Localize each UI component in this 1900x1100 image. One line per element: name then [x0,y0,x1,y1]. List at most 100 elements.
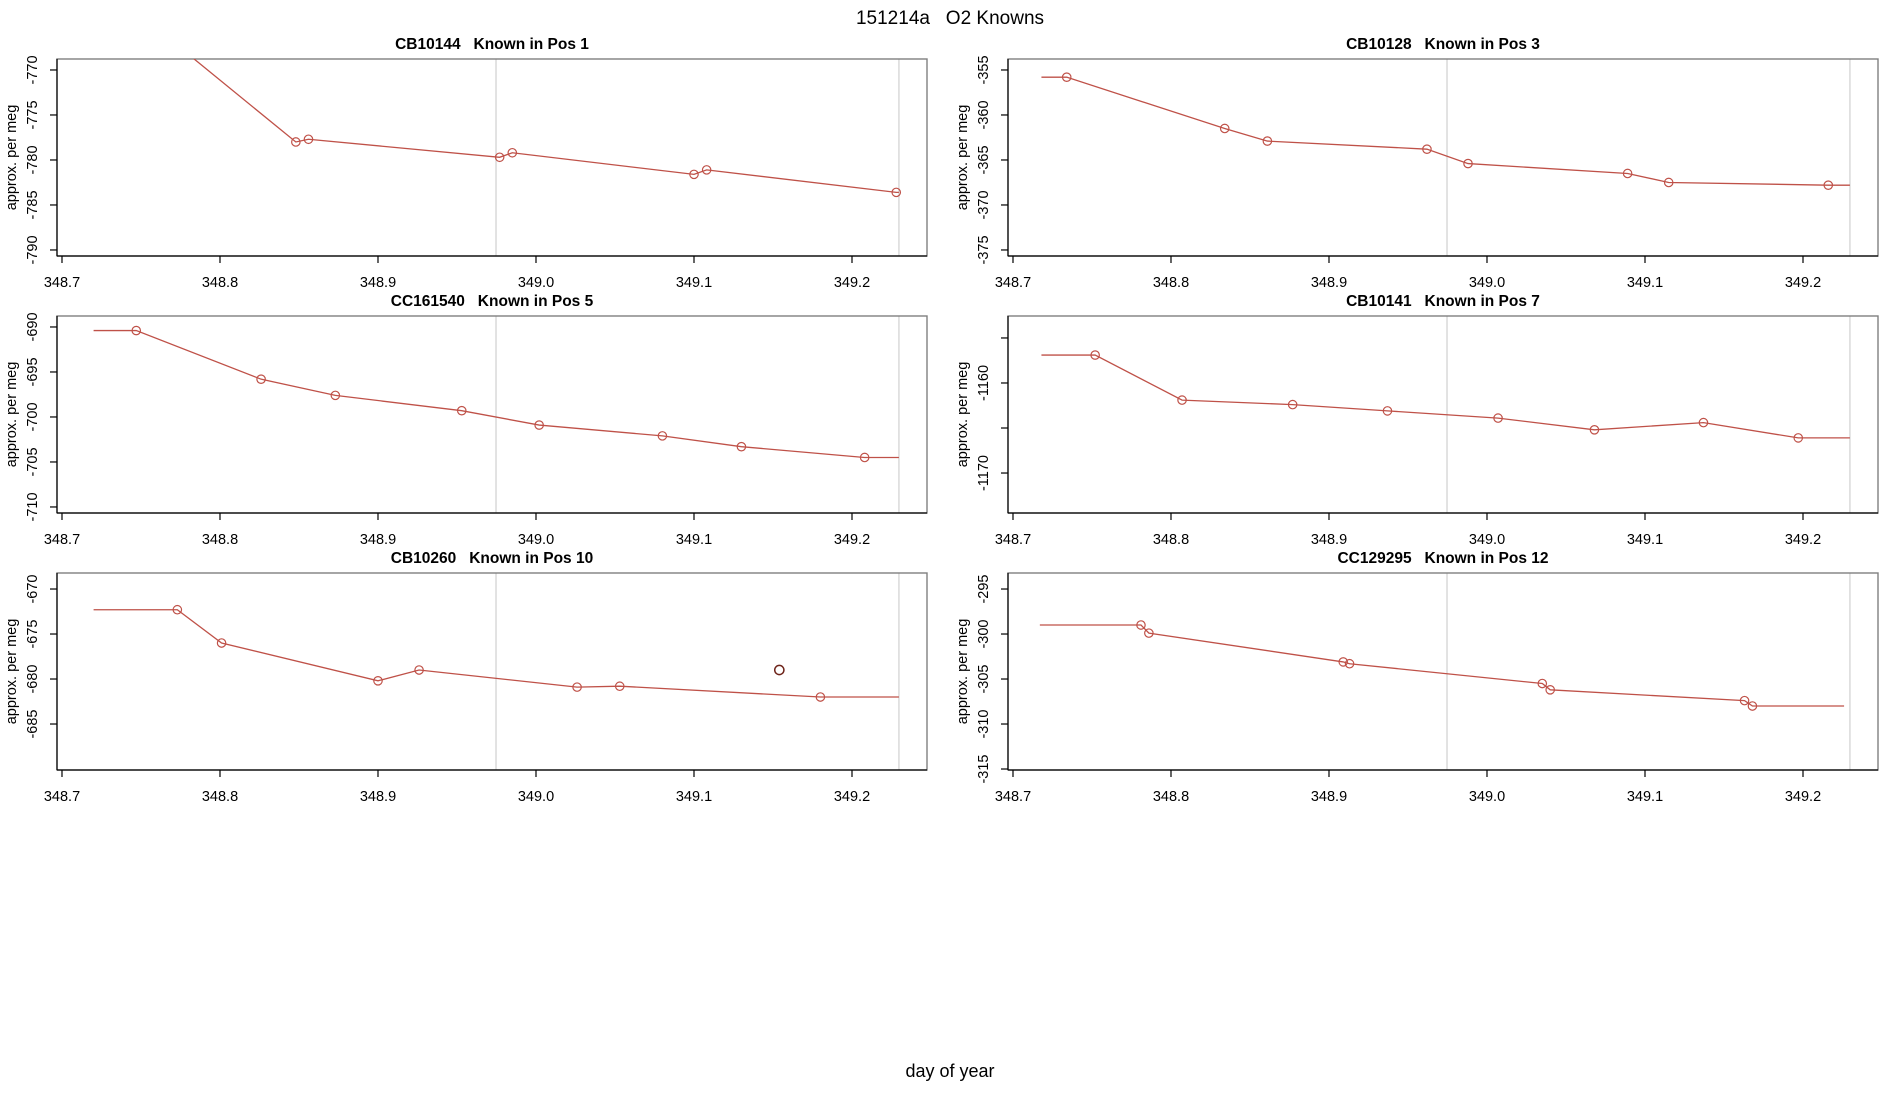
x-tick-label: 349.1 [676,532,712,548]
data-point [1545,685,1555,695]
y-tick-label: -1160 [976,365,992,401]
y-tick-label: -680 [25,664,41,693]
y-axis-label: approx. per meg [4,105,20,211]
x-tick-label: 348.9 [360,275,396,291]
data-point [736,441,747,452]
x-tick-label: 349.1 [676,789,712,805]
data-point [1493,413,1503,423]
data-point [1144,628,1154,638]
x-tick-label: 348.9 [360,532,396,548]
outlier-point [773,664,785,676]
y-tick-label: -375 [976,235,992,264]
data-point [1136,620,1146,630]
x-tick-label: 349.2 [1785,275,1821,291]
data-point [614,681,625,692]
panel-title: CB10260 Known in Pos 10 [391,550,593,567]
y-tick-label: -295 [976,575,992,604]
data-point [1747,701,1758,711]
y-tick-label: -700 [25,402,41,431]
y-tick-label: -685 [25,709,41,738]
y-tick-label: -675 [25,620,41,649]
data-point [330,390,341,401]
x-tick-label: 348.8 [202,275,238,291]
data-point [1061,72,1072,82]
y-tick-label: -315 [976,754,992,783]
x-tick-label: 349.2 [1785,532,1821,548]
x-tick-label: 349.2 [834,789,870,805]
y-tick-label: -780 [25,145,41,174]
y-tick-label: -770 [25,55,41,84]
x-tick-label: 348.9 [1311,789,1347,805]
x-tick-label: 349.1 [1627,532,1663,548]
data-point [131,325,142,336]
main-title: 151214a O2 Knowns [855,8,1045,29]
data-point [1287,399,1298,410]
data-point [494,152,505,163]
x-tick-label: 349.2 [834,532,870,548]
data-point [1382,406,1393,416]
y-axis-label: approx. per meg [955,619,971,725]
data-point [689,169,699,180]
y-tick-label: -305 [976,664,992,693]
data-point [1537,678,1548,689]
data-point [456,405,467,416]
data-point [1622,168,1633,179]
data-line [193,59,899,194]
x-tick-label: 349.2 [1785,789,1821,805]
data-point [891,187,902,198]
y-tick-label: -785 [25,190,41,219]
data-point [1344,658,1355,669]
data-point [1338,657,1349,667]
y-tick-label: -695 [25,357,41,386]
panel-title: CB10128 Known in Pos 3 [1346,36,1540,53]
data-point [291,137,301,147]
data-line [1039,624,1845,707]
x-tick-label: 348.8 [202,789,238,805]
y-tick-label: -360 [976,100,992,129]
y-tick-label: -300 [976,620,992,649]
y-tick-label: -705 [25,447,41,476]
x-tick-label: 348.8 [1153,789,1189,805]
x-tick-label: 348.9 [1311,532,1347,548]
data-point [373,676,383,686]
data-point [657,431,668,441]
data-point [701,165,712,175]
x-tick-label: 349.0 [518,275,554,291]
panel-CB10141: 348.7 348.8 348.9 349.0 349.1 349.2 -1160 -1170… [955,293,1879,548]
data-point [859,452,870,463]
data-line [93,609,899,698]
data-point [572,682,582,692]
x-tick-label: 349.1 [1627,789,1663,805]
data-point [1663,177,1674,188]
plot-box [56,315,928,514]
data-line [1041,76,1850,186]
data-point [1739,695,1750,706]
data-point [172,604,183,615]
panel-title: CC129295 Known in Pos 12 [1337,550,1548,567]
x-tick-label: 348.7 [44,789,80,805]
x-tick-label: 349.0 [518,789,554,805]
x-axis-global-label: day of year [905,1061,995,1081]
x-tick-label: 349.0 [1469,532,1505,548]
y-tick-label: -670 [25,575,41,604]
x-tick-label: 349.2 [834,275,870,291]
panel-title: CB10141 Known in Pos 7 [1346,293,1540,310]
x-tick-label: 348.9 [1311,275,1347,291]
x-tick-label: 348.8 [202,532,238,548]
data-point [507,147,518,158]
y-tick-label: -1170 [976,455,992,491]
x-tick-label: 348.7 [44,275,80,291]
data-point [1698,417,1709,428]
x-tick-label: 348.7 [995,789,1031,805]
y-tick-label: -790 [25,235,41,264]
x-tick-label: 348.7 [995,532,1031,548]
y-tick-label: -365 [976,145,992,174]
panel-title: CC161540 Known in Pos 5 [391,293,594,310]
y-tick-label: -710 [25,492,41,521]
x-tick-label: 349.0 [518,532,554,548]
x-tick-label: 349.0 [1469,275,1505,291]
data-point [1793,433,1804,443]
x-tick-label: 349.0 [1469,789,1505,805]
data-point [1463,158,1473,169]
